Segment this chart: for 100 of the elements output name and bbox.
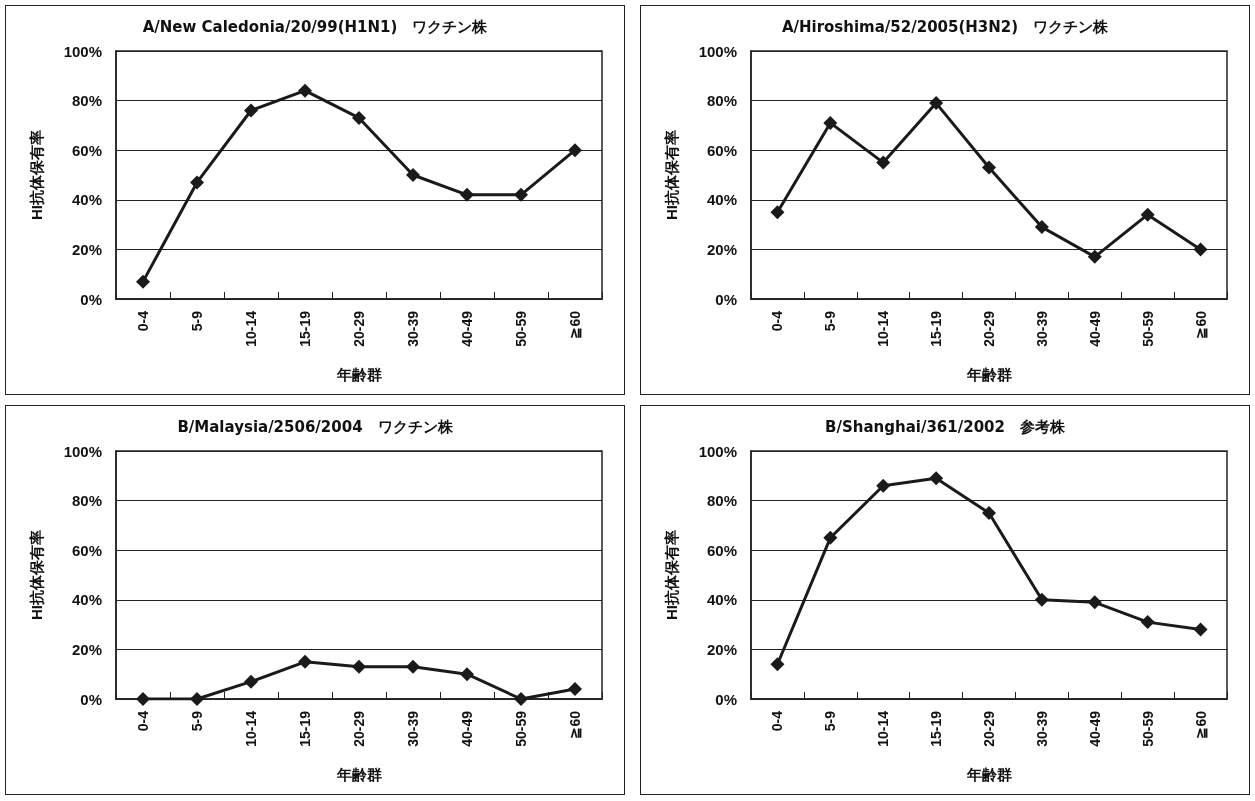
point	[136, 274, 150, 289]
point	[190, 175, 204, 190]
x-tick-label: 10-14	[243, 310, 259, 347]
x-axis-title: 年齢群	[965, 366, 1012, 383]
y-tick-label: 0%	[715, 690, 737, 708]
x-tick-label: 10-14	[875, 710, 892, 747]
x-axis-title: 年齢群	[335, 366, 382, 383]
x-tick-label: 50-59	[513, 310, 529, 347]
point	[823, 530, 838, 545]
chart-title: B/Malaysia/2506/2004 ワクチン株	[177, 417, 454, 436]
point	[190, 692, 204, 706]
point	[406, 168, 420, 182]
x-tick-label: 5-9	[822, 310, 839, 332]
y-tick-label: 100%	[63, 442, 102, 460]
y-tick-label: 0%	[80, 290, 102, 308]
point	[770, 657, 785, 672]
x-tick-label: 5-9	[189, 710, 205, 732]
y-tick-label: 100%	[698, 42, 737, 60]
y-tick-label: 60%	[71, 541, 102, 559]
y-tick-label: 80%	[706, 492, 737, 510]
point	[982, 506, 996, 520]
x-tick-label: ≧60	[567, 710, 583, 739]
point	[1034, 220, 1049, 235]
x-tick-label: 0-4	[769, 710, 786, 732]
y-tick-label: 60%	[706, 541, 737, 559]
x-tick-label: 30-39	[405, 710, 421, 747]
x-tick-label: 10-14	[875, 310, 892, 347]
point	[1140, 615, 1155, 630]
point	[929, 471, 944, 486]
x-tick-label: 40-49	[459, 310, 475, 347]
x-tick-label: 0-4	[769, 310, 786, 332]
x-tick-label: ≧60	[1192, 310, 1209, 339]
point	[514, 692, 528, 706]
chart-title: A/New Caledonia/20/99(H1N1) ワクチン株	[142, 17, 489, 36]
y-tick-label: 20%	[71, 240, 102, 258]
point	[876, 478, 891, 493]
chart-title: A/Hiroshima/52/2005(H3N2) ワクチン株	[781, 17, 1110, 36]
point	[1140, 207, 1155, 222]
point	[352, 110, 366, 125]
x-tick-label: 15-19	[928, 710, 945, 747]
x-tick-label: 50-59	[513, 710, 529, 747]
x-tick-label: 15-19	[928, 310, 945, 347]
y-tick-label: 20%	[706, 240, 737, 258]
point	[298, 654, 312, 669]
y-tick-label: 80%	[71, 92, 102, 110]
point	[460, 187, 474, 202]
x-tick-label: 5-9	[822, 710, 839, 732]
y-axis-title: HI抗体保有率	[663, 130, 680, 220]
y-tick-label: 0%	[80, 690, 102, 708]
y-axis-title: HI抗体保有率	[28, 130, 45, 220]
y-tick-label: 20%	[706, 640, 737, 658]
point	[1193, 242, 1208, 257]
x-tick-label: 30-39	[1033, 310, 1050, 347]
point	[568, 682, 582, 697]
x-axis-title: 年齢群	[335, 766, 382, 783]
y-tick-label: 40%	[71, 591, 102, 609]
y-tick-label: 100%	[698, 442, 737, 460]
point	[1193, 622, 1208, 637]
point	[1087, 595, 1102, 610]
y-tick-label: 40%	[706, 191, 737, 209]
x-tick-label: 40-49	[459, 710, 475, 747]
point	[770, 205, 785, 220]
point	[929, 96, 944, 111]
x-tick-label: ≧60	[1192, 710, 1209, 739]
y-axis-title: HI抗体保有率	[663, 530, 680, 620]
x-tick-label: 50-59	[1139, 710, 1156, 747]
x-tick-label: 0-4	[135, 310, 151, 332]
y-tick-label: 60%	[706, 141, 737, 159]
x-axis-title: 年齢群	[965, 766, 1012, 783]
y-tick-label: 20%	[71, 640, 102, 658]
y-tick-label: 0%	[715, 290, 737, 308]
point	[244, 674, 258, 689]
x-tick-label: 30-39	[405, 310, 421, 347]
point	[1087, 249, 1102, 264]
x-tick-label: 15-19	[297, 310, 313, 347]
x-tick-label: 20-29	[351, 310, 367, 347]
x-tick-label: 50-59	[1139, 310, 1156, 347]
point	[876, 155, 891, 170]
point	[136, 692, 150, 706]
y-tick-label: 100%	[63, 42, 102, 60]
point	[352, 659, 366, 674]
y-tick-label: 80%	[706, 92, 737, 110]
point	[244, 103, 258, 118]
y-tick-label: 80%	[71, 492, 102, 510]
point	[823, 115, 838, 130]
point	[1034, 592, 1049, 607]
point	[298, 83, 312, 98]
y-tick-label: 40%	[706, 591, 737, 609]
chart-title: B/Shanghai/361/2002 参考株	[825, 417, 1066, 436]
x-tick-label: 20-29	[351, 710, 367, 747]
x-tick-label: 20-29	[981, 310, 997, 347]
x-tick-label: 0-4	[135, 710, 151, 732]
point	[514, 187, 528, 202]
x-tick-label: 5-9	[189, 310, 205, 332]
x-tick-label: 20-29	[981, 710, 997, 747]
x-tick-label: ≧60	[567, 310, 583, 339]
point	[460, 667, 474, 682]
y-tick-label: 60%	[71, 141, 102, 159]
point	[568, 143, 582, 158]
point	[406, 659, 420, 674]
